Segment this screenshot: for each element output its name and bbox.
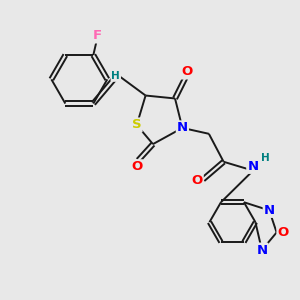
Text: O: O [181, 65, 192, 79]
Text: N: N [177, 122, 188, 134]
Text: N: N [256, 244, 268, 256]
Text: O: O [191, 174, 203, 188]
Text: N: N [248, 160, 259, 173]
Text: H: H [111, 71, 120, 81]
Text: N: N [248, 160, 259, 173]
Text: H: H [261, 153, 270, 163]
Text: N: N [264, 204, 275, 217]
Text: H: H [261, 153, 270, 163]
Text: O: O [131, 160, 142, 173]
Text: F: F [93, 29, 102, 43]
Text: O: O [278, 226, 289, 239]
Text: S: S [132, 118, 142, 131]
